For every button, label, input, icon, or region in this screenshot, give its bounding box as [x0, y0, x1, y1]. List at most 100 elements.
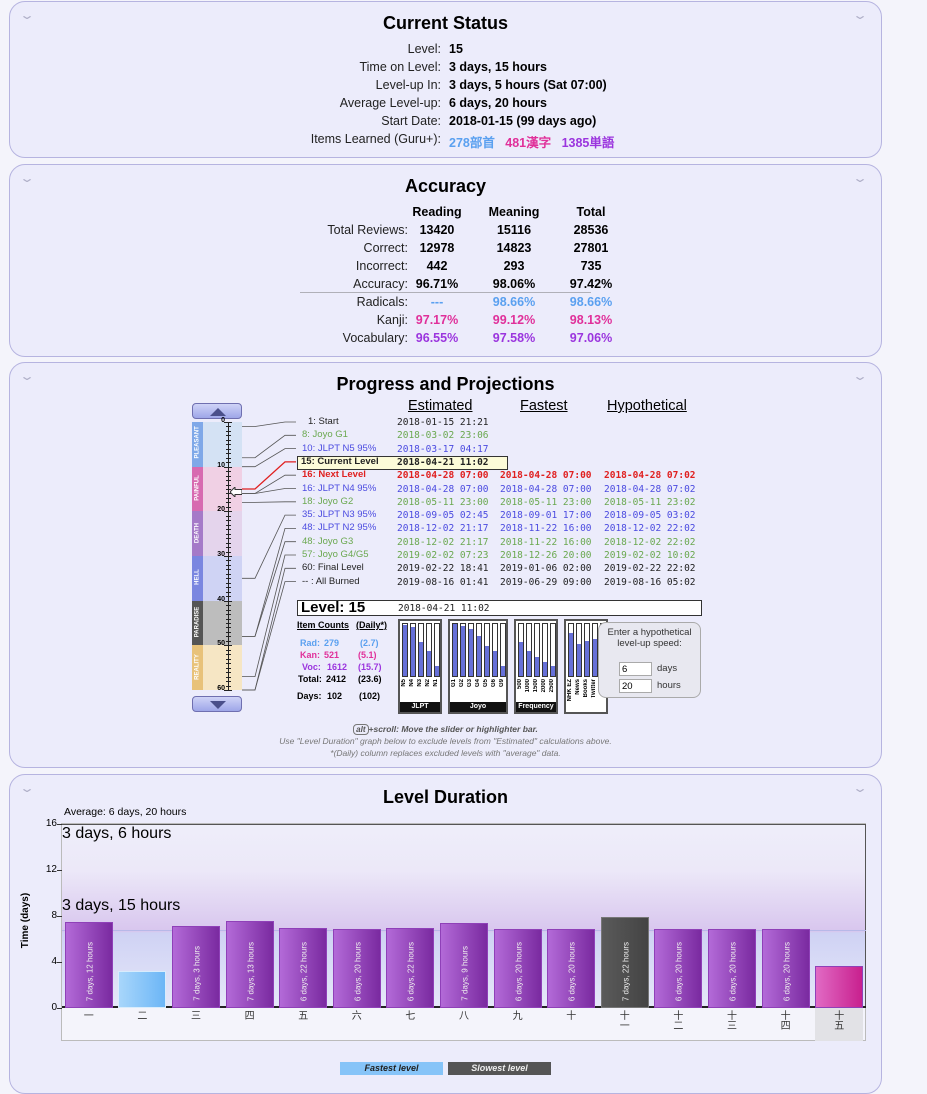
scale-tick [225, 475, 231, 477]
current-status-panel: ⌄ ⌄ Current Status Level: 15 Time on Level… [9, 1, 882, 158]
level-bar[interactable] [118, 970, 167, 1008]
milestone-label: 16: JLPT N4 95% [302, 482, 377, 494]
accuracy-type-cell: 97.17% [415, 313, 459, 327]
milestone-date-est: 2018-03-17 04:17 [397, 443, 489, 455]
scale-tick [225, 439, 231, 441]
bar-value-label: 6 days, 20 hours [353, 941, 363, 1001]
scale-tick [225, 426, 231, 428]
scale-tick [225, 538, 231, 540]
milestone-date-hypo: 2019-02-22 22:02 [604, 563, 696, 575]
bar-value-label: 7 days, 22 hours [621, 941, 631, 1001]
coverage-bar [402, 623, 408, 677]
accuracy-cell: 13420 [419, 223, 455, 237]
scale-tick [225, 551, 231, 553]
coverage-bar [534, 623, 540, 677]
accuracy-type-cell: 98.66% [492, 295, 536, 309]
legend-slowest[interactable]: Slowest level [448, 1062, 551, 1075]
collapse-chevron-icon[interactable]: ⌄ [18, 171, 36, 185]
scale-tick [225, 493, 231, 495]
zone-band [192, 556, 203, 601]
slider-up-button[interactable] [192, 403, 242, 419]
collapse-chevron-icon[interactable]: ⌄ [851, 781, 869, 795]
projection-column-header: Hypothetical [607, 398, 687, 414]
leader-line [242, 448, 296, 468]
milestone-date-fast: 2018-11-22 16:00 [500, 523, 592, 535]
scale-tick [225, 591, 231, 593]
y-tick-label: 16 [45, 818, 57, 829]
level-bar[interactable]: 7 days, 22 hours [600, 916, 649, 1008]
scale-tick [225, 631, 231, 633]
coverage-group-frequency: 500 1000 1500 2000 2500 Frequency [514, 619, 558, 714]
slider-down-button[interactable] [192, 696, 242, 712]
accuracy-divider [300, 292, 591, 293]
level-bar[interactable]: 7 days, 9 hours [440, 923, 488, 1008]
bar-value-label: 7 days, 9 hours [460, 946, 470, 1001]
collapse-chevron-icon[interactable]: ⌄ [18, 8, 36, 22]
collapse-chevron-icon[interactable]: ⌄ [18, 369, 36, 383]
coverage-bar-label: N5 [401, 679, 407, 687]
zone-reality: REALITY [192, 645, 242, 690]
bar-value-label: 7 days, 12 hours [85, 941, 95, 1001]
level-bar[interactable]: 6 days, 22 hours [279, 928, 328, 1008]
coverage-bar-label: 500 [517, 679, 523, 690]
y-tick [57, 1008, 62, 1009]
milestone-date-est: 2018-05-11 23:00 [397, 496, 489, 508]
coverage-bar-fill [585, 641, 589, 676]
scale-tick [225, 614, 231, 616]
level-bar[interactable]: 7 days, 13 hours [225, 921, 274, 1008]
level-bar[interactable]: 6 days, 20 hours [654, 929, 703, 1008]
scroll-hint-text: +scroll: Move the slider or highlighter … [368, 724, 538, 734]
level-bar[interactable]: 7 days, 3 hours [172, 926, 220, 1008]
coverage-bar-fill [527, 651, 531, 676]
milestone-label: 35: JLPT N3 95% [302, 509, 377, 521]
collapse-chevron-icon[interactable]: ⌄ [18, 781, 36, 795]
milestone-date-fast: 2018-09-01 17:00 [500, 510, 592, 522]
scale-tick [225, 654, 231, 656]
coverage-bar [550, 623, 556, 677]
coverage-bar-label: 2000 [541, 679, 547, 693]
milestone-date-est: 2018-04-21 11:02 [397, 456, 489, 468]
days-daily: (102) [359, 691, 381, 701]
hypothetical-hours-input[interactable] [619, 679, 652, 693]
duration-title: Level Duration [382, 787, 509, 807]
level-bar[interactable]: 6 days, 20 hours [708, 929, 756, 1008]
collapse-chevron-icon[interactable]: ⌄ [851, 369, 869, 383]
milestone-date-fast: 2018-12-26 20:00 [500, 550, 592, 561]
level-bar[interactable]: 6 days, 20 hours [493, 929, 542, 1008]
legend-fastest[interactable]: Fastest level [340, 1062, 443, 1075]
hypothetical-days-input[interactable] [619, 662, 652, 676]
scale-tick [225, 471, 231, 473]
level-bar[interactable]: 6 days, 20 hours [547, 929, 596, 1008]
level-bar[interactable] [815, 966, 864, 1008]
level-bar[interactable]: 6 days, 22 hours [386, 928, 435, 1008]
level-bar[interactable]: 6 days, 20 hours [332, 929, 381, 1008]
item-count-label: Kan: [300, 650, 320, 660]
scale-tick [225, 547, 231, 549]
coverage-bar-fill [411, 626, 415, 676]
bar-value-label: 6 days, 20 hours [514, 941, 524, 1001]
milestone-label: 48: Joyo G3 [302, 535, 354, 547]
milestone-date-est: 2019-02-22 18:41 [397, 563, 489, 575]
zone-band [192, 422, 203, 467]
accuracy-type-cell: --- [430, 295, 444, 309]
coverage-bar-fill [453, 624, 457, 676]
accuracy-type-label: Kanji: [376, 313, 408, 327]
collapse-chevron-icon[interactable]: ⌄ [851, 8, 869, 22]
accuracy-cell: 27801 [573, 241, 609, 255]
accuracy-cell: 28536 [573, 223, 609, 237]
item-count-value: 279 [324, 638, 340, 648]
level-bar[interactable]: 7 days, 12 hours [64, 921, 113, 1008]
status-label: Average Level-up: [339, 96, 441, 110]
coverage-bar [476, 623, 482, 677]
coverage-group-joyo: G1 G2 G3 G4 G5 G6 G9 Joyo [448, 619, 508, 714]
collapse-chevron-icon[interactable]: ⌄ [851, 171, 869, 185]
level-slider-scale[interactable]: PLEASANT PAINFUL DEATH HELL PARADISE REALITY 0… [192, 417, 243, 692]
leader-line [242, 434, 296, 459]
milestone-date-hypo: 2018-04-28 07:02 [604, 470, 696, 482]
coverage-bar-fill [477, 636, 481, 676]
level-bar[interactable]: 6 days, 20 hours [761, 929, 810, 1008]
coverage-bar [576, 623, 582, 677]
milestone-date-fast: 2019-01-06 02:00 [500, 563, 592, 575]
scale-tick [224, 690, 232, 691]
bar-value-label: 6 days, 22 hours [406, 941, 416, 1001]
